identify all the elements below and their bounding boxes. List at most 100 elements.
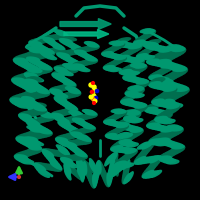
Ellipse shape [58,122,70,126]
Ellipse shape [64,84,75,88]
Circle shape [89,95,93,99]
Ellipse shape [150,156,161,163]
Ellipse shape [149,75,161,79]
Ellipse shape [75,130,86,133]
Ellipse shape [123,148,135,153]
Ellipse shape [23,142,35,146]
Ellipse shape [27,121,39,125]
Ellipse shape [143,42,154,46]
Ellipse shape [137,37,148,40]
Ellipse shape [110,162,117,172]
Ellipse shape [46,56,57,60]
Ellipse shape [123,136,135,140]
Ellipse shape [110,164,113,177]
Ellipse shape [109,61,120,65]
Ellipse shape [31,129,44,133]
Ellipse shape [157,47,170,51]
Ellipse shape [75,140,87,144]
Ellipse shape [140,147,151,154]
Ellipse shape [50,164,61,171]
Ellipse shape [116,111,127,114]
Ellipse shape [104,120,115,123]
Ellipse shape [117,124,128,128]
Ellipse shape [124,95,136,99]
Ellipse shape [161,128,174,132]
Ellipse shape [123,74,135,78]
Ellipse shape [104,119,115,122]
Ellipse shape [59,149,70,156]
Ellipse shape [148,171,159,178]
Ellipse shape [48,164,59,171]
Ellipse shape [70,148,82,152]
Ellipse shape [172,48,186,53]
Ellipse shape [31,61,43,65]
Ellipse shape [24,133,36,137]
Ellipse shape [27,57,39,61]
Ellipse shape [12,77,26,81]
Ellipse shape [171,49,185,54]
Ellipse shape [30,147,42,151]
Ellipse shape [44,37,55,40]
Ellipse shape [78,170,84,179]
Ellipse shape [62,85,74,89]
Ellipse shape [57,53,69,57]
Ellipse shape [42,53,53,57]
Ellipse shape [86,58,97,61]
Ellipse shape [40,131,52,135]
Ellipse shape [38,170,50,177]
Ellipse shape [43,149,54,156]
Ellipse shape [159,157,172,161]
Ellipse shape [61,72,73,76]
Ellipse shape [158,115,170,119]
Ellipse shape [82,164,85,177]
Ellipse shape [76,157,82,166]
Ellipse shape [68,60,80,64]
Ellipse shape [121,67,133,71]
Ellipse shape [29,55,41,59]
Ellipse shape [157,63,170,67]
Ellipse shape [59,70,71,74]
Ellipse shape [151,73,163,77]
Ellipse shape [37,168,48,175]
Ellipse shape [121,160,127,170]
Ellipse shape [19,113,32,117]
Ellipse shape [52,73,64,77]
Ellipse shape [172,147,184,151]
Ellipse shape [104,65,115,68]
Ellipse shape [166,74,180,78]
Ellipse shape [129,92,141,96]
Ellipse shape [65,108,77,112]
Ellipse shape [63,118,74,122]
Ellipse shape [76,158,82,168]
Ellipse shape [167,132,179,136]
Ellipse shape [66,68,78,72]
Ellipse shape [23,73,37,77]
Ellipse shape [139,55,150,59]
Ellipse shape [28,76,41,80]
Ellipse shape [93,175,96,187]
Ellipse shape [155,47,167,51]
Ellipse shape [149,61,161,65]
Ellipse shape [147,45,158,49]
Ellipse shape [118,157,130,162]
Ellipse shape [65,156,77,160]
Ellipse shape [113,42,124,46]
Ellipse shape [84,42,96,45]
Ellipse shape [72,149,84,154]
Ellipse shape [159,50,172,54]
Ellipse shape [161,111,174,115]
Ellipse shape [37,163,48,170]
Ellipse shape [105,67,117,70]
Ellipse shape [123,75,135,79]
Ellipse shape [59,94,71,98]
Ellipse shape [119,70,132,73]
Ellipse shape [45,36,56,40]
Ellipse shape [74,120,85,123]
Ellipse shape [111,167,117,177]
Ellipse shape [131,119,143,123]
Ellipse shape [29,127,42,131]
Ellipse shape [13,58,27,63]
Ellipse shape [117,133,128,137]
Ellipse shape [147,109,159,113]
Ellipse shape [145,43,156,47]
